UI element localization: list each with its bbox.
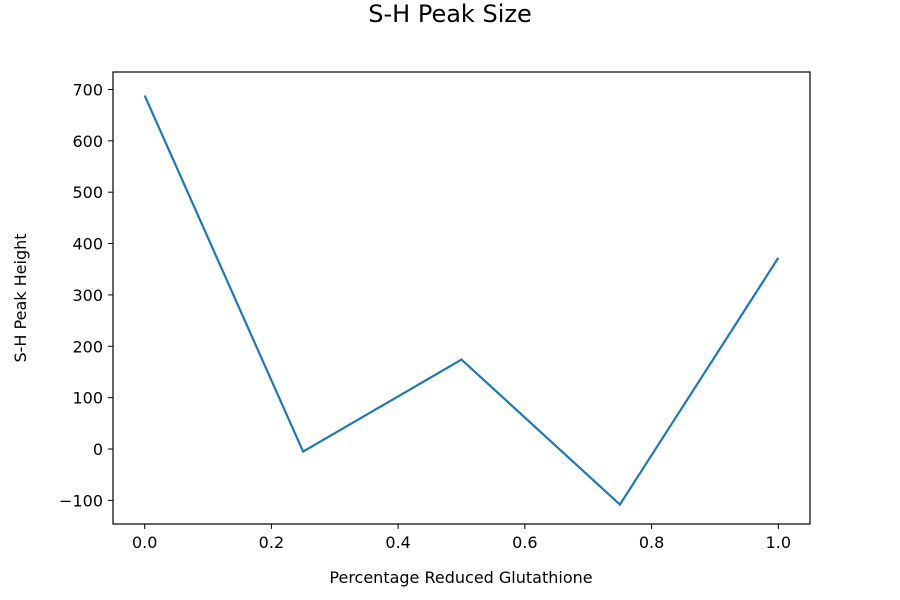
x-tick-label: 0.8 (639, 533, 664, 552)
plot-frame (112, 71, 811, 525)
x-axis-label: Percentage Reduced Glutathione (329, 568, 592, 587)
y-axis-label: S-H Peak Height (11, 233, 30, 362)
series-line-0 (143, 95, 780, 507)
x-tick-label: 0.0 (132, 533, 157, 552)
y-axis: −100 0 100 200 300 400 500 600 700 (59, 80, 113, 510)
x-tick-label: 0.4 (385, 533, 410, 552)
y-tick-label: 600 (72, 132, 103, 151)
y-tick-label: −100 (59, 491, 103, 510)
chart-title: S-H Peak Size (368, 0, 531, 28)
y-tick-label: 700 (72, 80, 103, 99)
y-tick-label: 400 (72, 235, 103, 254)
y-tick-label: 200 (72, 337, 103, 356)
x-tick-label: 1.0 (766, 533, 791, 552)
plot-area (112, 71, 811, 525)
y-tick-label: 0 (93, 440, 103, 459)
x-tick-label: 0.2 (259, 533, 284, 552)
y-tick-label: 500 (72, 183, 103, 202)
x-tick-label: 0.6 (512, 533, 537, 552)
y-tick-label: 300 (72, 286, 103, 305)
series-layer (143, 95, 780, 507)
y-tick-label: 100 (72, 389, 103, 408)
x-axis: 0.0 0.2 0.4 0.6 0.8 1.0 (132, 524, 791, 552)
